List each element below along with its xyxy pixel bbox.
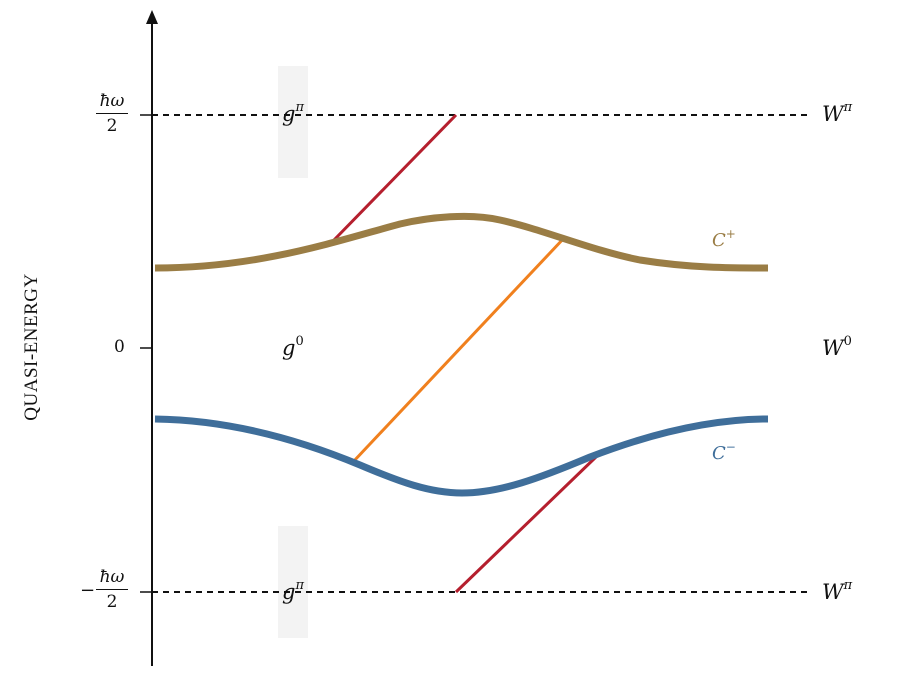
edge-state-zero bbox=[351, 235, 567, 464]
gap-pi-bottom-sup: π bbox=[295, 578, 304, 593]
tick-label-zero: 0 bbox=[114, 337, 125, 357]
gap-shade-top bbox=[278, 66, 308, 178]
band-upper-label: C+ bbox=[712, 227, 736, 251]
gap-zero-base: g bbox=[282, 336, 296, 360]
gap-label-pi-bottom: gπ bbox=[282, 578, 304, 604]
edge-state-pi-bottom bbox=[454, 454, 599, 594]
gap-pi-top-sup: π bbox=[295, 100, 304, 115]
band-upper-base: C bbox=[712, 230, 726, 251]
tick-label-top: ħω 2 bbox=[92, 91, 132, 136]
winding-label-zero: W0 bbox=[822, 334, 852, 360]
gap-pi-bottom-base: g bbox=[282, 580, 296, 604]
tick-bottom-fraction-bar bbox=[96, 589, 128, 591]
gap-zero-sup: 0 bbox=[295, 334, 304, 349]
y-axis-label: QUASI-ENERGY bbox=[21, 273, 42, 421]
tick-bottom-minus: − bbox=[80, 580, 96, 601]
winding-pi-top-base: W bbox=[822, 102, 844, 126]
winding-pi-top-sup: π bbox=[843, 100, 853, 115]
gap-label-zero: g0 bbox=[282, 334, 304, 360]
band-upper-curve bbox=[154, 212, 769, 272]
gap-pi-top-base: g bbox=[282, 102, 296, 126]
tick-top-fraction-bar bbox=[96, 113, 128, 115]
band-lower-label: C− bbox=[712, 440, 736, 464]
tick-label-bottom: ħω 2 bbox=[92, 567, 132, 612]
band-lower-curve bbox=[154, 415, 769, 497]
band-lower-base: C bbox=[712, 443, 726, 464]
edge-state-pi-top bbox=[332, 113, 458, 242]
band-lower-sup: − bbox=[725, 440, 736, 454]
gap-shade-bottom bbox=[278, 526, 308, 638]
winding-zero-sup: 0 bbox=[843, 334, 852, 349]
winding-zero-base: W bbox=[822, 336, 844, 360]
winding-label-pi-bottom: Wπ bbox=[822, 578, 852, 604]
tick-top-numerator: ħω bbox=[99, 91, 125, 111]
tick-bottom-denominator: 2 bbox=[106, 592, 118, 613]
tick-top-denominator: 2 bbox=[106, 116, 118, 137]
winding-label-pi-top: Wπ bbox=[822, 100, 852, 126]
band-upper-sup: + bbox=[725, 227, 736, 241]
y-axis-arrowhead bbox=[146, 10, 158, 24]
winding-pi-bottom-sup: π bbox=[843, 578, 853, 593]
winding-pi-bottom-base: W bbox=[822, 580, 844, 604]
tick-bottom-numerator: ħω bbox=[99, 567, 125, 587]
gap-label-pi-top: gπ bbox=[282, 100, 304, 126]
